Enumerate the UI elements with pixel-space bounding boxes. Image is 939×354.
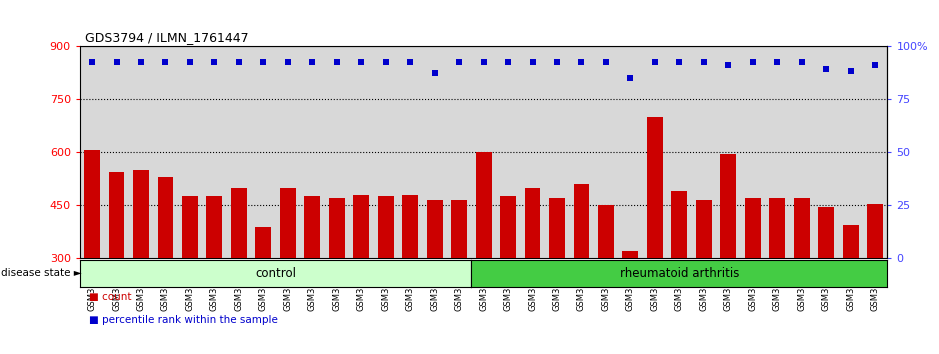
Bar xyxy=(85,150,100,354)
Point xyxy=(598,59,613,65)
Point xyxy=(819,66,834,72)
Text: rheumatoid arthritis: rheumatoid arthritis xyxy=(620,267,739,280)
Point xyxy=(868,63,883,68)
Point xyxy=(843,68,858,74)
Bar xyxy=(818,207,834,354)
Bar xyxy=(500,196,516,354)
Bar xyxy=(133,170,149,354)
Point xyxy=(305,59,320,65)
Text: ■ percentile rank within the sample: ■ percentile rank within the sample xyxy=(89,315,278,325)
Bar xyxy=(353,195,369,354)
Point xyxy=(549,59,564,65)
Bar xyxy=(867,204,883,354)
Point xyxy=(330,59,345,65)
Point xyxy=(281,59,296,65)
Point xyxy=(794,59,809,65)
Bar xyxy=(720,154,736,354)
Bar xyxy=(329,198,345,354)
Bar xyxy=(769,198,785,354)
Bar xyxy=(109,172,125,354)
Point xyxy=(452,59,467,65)
Bar xyxy=(476,152,491,354)
Point xyxy=(207,59,222,65)
Bar xyxy=(842,225,858,354)
Text: GDS3794 / ILMN_1761447: GDS3794 / ILMN_1761447 xyxy=(85,31,248,44)
Point xyxy=(770,59,785,65)
Bar xyxy=(623,251,639,354)
Point xyxy=(255,59,270,65)
Bar xyxy=(231,188,247,354)
Point xyxy=(182,59,197,65)
Bar xyxy=(574,184,590,354)
Bar xyxy=(182,196,198,354)
Point xyxy=(500,59,516,65)
Point xyxy=(574,59,589,65)
Bar xyxy=(207,196,223,354)
Point xyxy=(158,59,173,65)
Bar xyxy=(377,196,393,354)
Bar xyxy=(793,198,809,354)
Point xyxy=(647,59,662,65)
Text: ■ count: ■ count xyxy=(89,292,131,302)
Point xyxy=(697,59,712,65)
Point xyxy=(721,63,736,68)
Bar xyxy=(696,200,712,354)
Point xyxy=(623,75,638,81)
Bar xyxy=(598,205,614,354)
Point xyxy=(354,59,369,65)
Bar xyxy=(304,196,320,354)
Point xyxy=(109,59,124,65)
Point xyxy=(427,70,442,75)
Bar xyxy=(255,227,271,354)
Text: disease state ►: disease state ► xyxy=(1,268,82,279)
Bar xyxy=(549,198,565,354)
Text: control: control xyxy=(255,267,296,280)
Bar xyxy=(426,200,442,354)
Point xyxy=(476,59,491,65)
Bar xyxy=(451,200,467,354)
Bar xyxy=(647,117,663,354)
Point xyxy=(231,59,246,65)
Bar xyxy=(280,188,296,354)
Point xyxy=(746,59,761,65)
Point xyxy=(525,59,540,65)
Bar xyxy=(158,177,174,354)
Bar xyxy=(525,188,541,354)
Point xyxy=(671,59,686,65)
Bar xyxy=(402,195,418,354)
Point xyxy=(378,59,393,65)
Bar xyxy=(745,198,761,354)
Bar xyxy=(671,191,687,354)
Point xyxy=(85,59,100,65)
Point xyxy=(133,59,148,65)
Point xyxy=(403,59,418,65)
